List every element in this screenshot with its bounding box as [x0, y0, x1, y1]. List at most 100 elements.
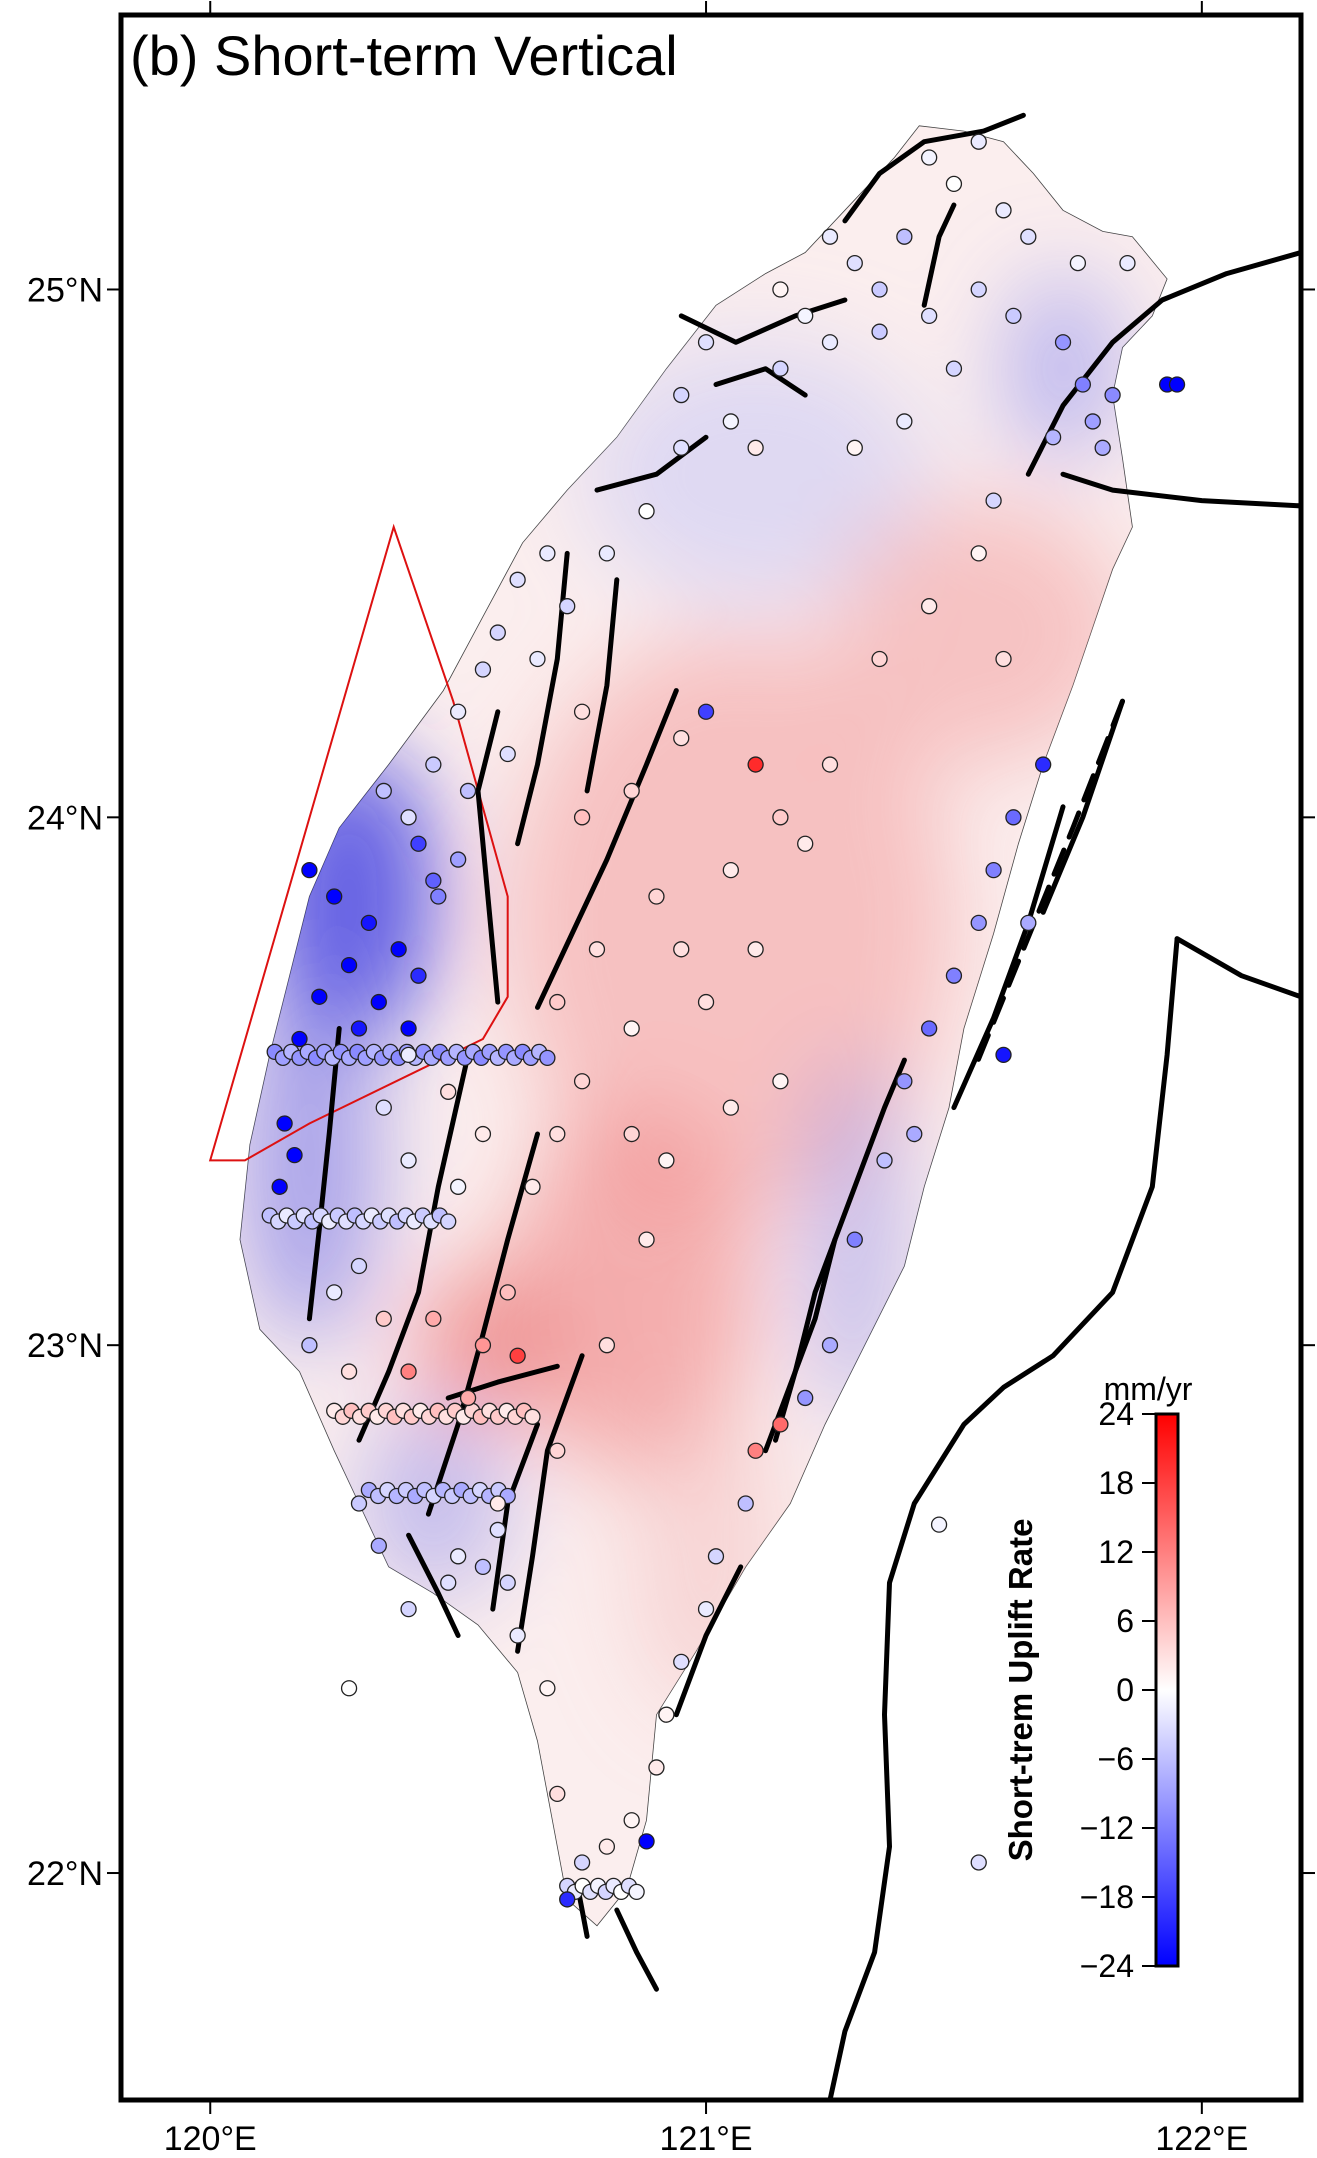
station-marker	[658, 1706, 675, 1723]
station-marker	[846, 1231, 863, 1248]
station-marker	[797, 307, 814, 325]
fault-line	[356, 1052, 471, 1443]
station-marker	[945, 967, 963, 984]
station-marker	[970, 1854, 987, 1871]
station-marker	[1020, 228, 1037, 245]
fault-line	[475, 709, 501, 1005]
station-marker	[772, 360, 789, 377]
dashed-fault-line	[971, 698, 1125, 1074]
gps-stations	[261, 133, 1186, 1908]
station-marker	[658, 1152, 675, 1169]
colorbar-tick-label: −6	[1098, 1741, 1134, 1777]
fault-line	[678, 297, 848, 345]
station-marker	[474, 1125, 492, 1143]
station-marker	[350, 1020, 368, 1037]
station-marker	[970, 914, 987, 932]
station-marker	[1020, 914, 1037, 932]
station-marker	[906, 1125, 923, 1143]
red-boundary-polygon	[208, 523, 509, 1162]
station-marker	[350, 1257, 368, 1275]
station-marker	[876, 1152, 893, 1169]
station-marker	[747, 756, 764, 773]
station-marker	[440, 1213, 457, 1230]
station-marker	[524, 1178, 541, 1195]
station-marker	[489, 1495, 506, 1512]
station-marker	[549, 1125, 566, 1143]
station-marker	[930, 1516, 948, 1533]
station-marker	[390, 941, 407, 958]
station-marker	[598, 545, 616, 562]
fault-line	[614, 1907, 659, 1992]
station-marker	[772, 281, 789, 298]
station-marker	[1119, 254, 1136, 272]
station-marker	[896, 1073, 913, 1090]
colorbar-title: Short-trem Uplift Rate	[1002, 1519, 1039, 1862]
station-marker	[985, 492, 1002, 509]
station-marker	[400, 809, 417, 826]
station-marker	[623, 1020, 640, 1037]
axis-ticks	[107, 1, 1315, 2114]
station-marker	[524, 1408, 541, 1425]
colorbar-tick-label: −18	[1080, 1879, 1134, 1915]
station-marker	[871, 281, 888, 298]
station-marker	[529, 650, 546, 668]
fault-line	[842, 112, 1026, 224]
station-marker	[459, 1389, 477, 1407]
station-marker	[707, 1548, 725, 1565]
fault-line	[584, 577, 620, 794]
station-marker	[360, 914, 378, 932]
station-marker	[400, 1152, 417, 1169]
station-marker	[797, 1389, 814, 1407]
colorbar-tick-label: 12	[1098, 1534, 1134, 1570]
station-marker	[821, 1337, 839, 1354]
station-marker	[623, 782, 640, 800]
station-marker	[474, 1558, 492, 1576]
fault-line	[406, 1532, 461, 1638]
station-marker	[1005, 809, 1022, 826]
station-marker	[673, 730, 690, 747]
colorbar-tick-label: 18	[1098, 1465, 1134, 1501]
station-marker	[410, 967, 427, 984]
fault-line	[306, 1026, 342, 1322]
station-marker	[648, 888, 665, 905]
fault-line	[594, 434, 709, 493]
station-marker	[821, 756, 839, 773]
station-marker	[559, 598, 576, 615]
station-marker	[1069, 254, 1087, 272]
fault-line	[515, 1353, 585, 1654]
station-marker	[697, 334, 715, 351]
fault-line	[1060, 471, 1301, 509]
station-marker	[638, 1833, 655, 1850]
station-marker	[440, 1574, 457, 1591]
station-marker	[301, 861, 318, 879]
station-marker	[539, 545, 556, 562]
station-marker	[995, 1046, 1012, 1064]
fault-line	[1025, 250, 1301, 477]
station-marker	[449, 703, 467, 720]
station-marker	[559, 1891, 576, 1908]
station-marker	[722, 413, 739, 430]
station-marker	[821, 228, 839, 245]
station-marker	[474, 661, 492, 678]
station-marker	[648, 1759, 665, 1776]
colorbar-ticks: 24 18 12 6 0 −6 −12 −18 −24	[1080, 1396, 1156, 1984]
station-marker	[921, 598, 938, 615]
station-marker	[747, 941, 764, 958]
station-marker	[623, 1125, 640, 1143]
colorbar-tick-label: 0	[1116, 1672, 1134, 1708]
station-marker	[449, 1548, 467, 1565]
station-marker	[1054, 334, 1072, 351]
fault-line	[673, 1564, 744, 1718]
station-marker	[737, 1495, 754, 1512]
fault-line	[921, 202, 957, 308]
heat-zone	[829, 500, 1128, 765]
station-marker	[846, 439, 863, 456]
station-marker	[673, 1653, 690, 1671]
station-marker	[772, 1073, 789, 1090]
station-marker	[995, 202, 1012, 219]
station-marker	[539, 1680, 556, 1697]
lon-tick-label: 120°E	[164, 2120, 257, 2158]
station-marker	[449, 851, 467, 868]
lat-tick-label: 22°N	[27, 1855, 103, 1893]
station-marker	[985, 861, 1002, 879]
